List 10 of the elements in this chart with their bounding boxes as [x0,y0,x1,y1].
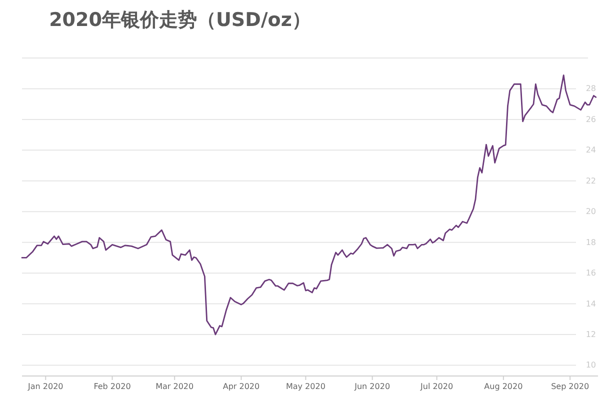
x-tick-label: May 2020 [286,382,326,391]
x-tick-label: Jul 2020 [420,382,454,391]
x-tick-label: Jan 2020 [27,382,64,391]
x-tick-label: Sep 2020 [551,382,590,391]
x-tick-label: Apr 2020 [222,382,260,391]
x-tick-label: Aug 2020 [484,382,523,391]
x-tick-label: Jun 2020 [354,382,390,391]
chart-title: 2020年银价走势（USD/oz） [49,9,311,31]
x-tick-label: Feb 2020 [94,382,131,391]
x-tick-label: Mar 2020 [156,382,194,391]
